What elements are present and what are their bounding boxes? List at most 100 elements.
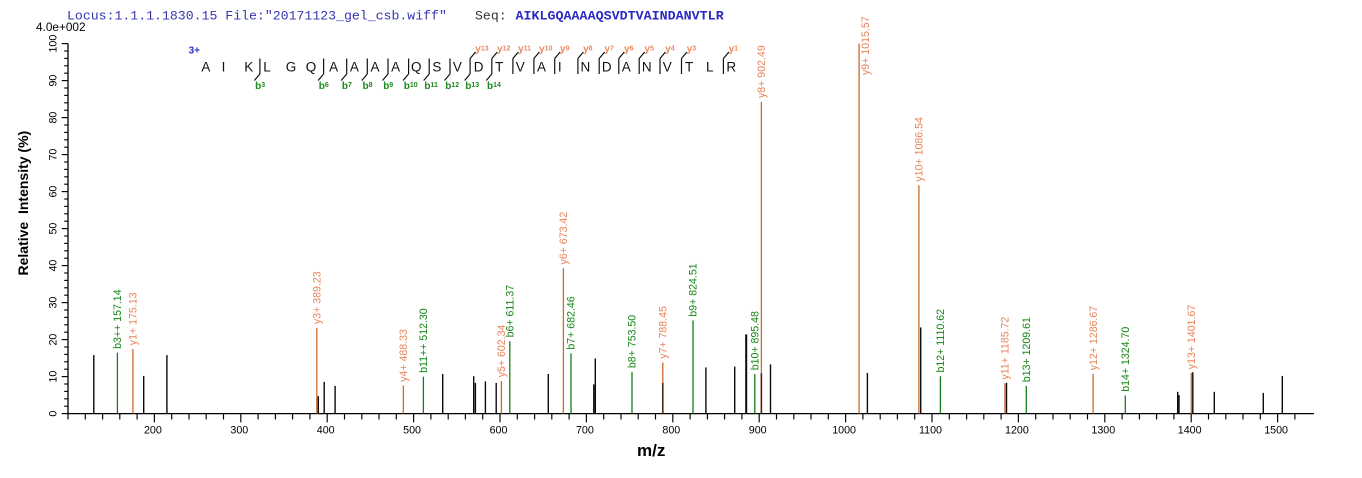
svg-text:500: 500	[403, 424, 421, 436]
svg-text:Locus:1.1.1.1830.15 File:"2017: Locus:1.1.1.1830.15 File:"20171123_gel_c…	[67, 9, 447, 24]
svg-text:Seq:: Seq:	[475, 9, 507, 24]
svg-text:100: 100	[48, 35, 60, 53]
svg-text:V: V	[663, 60, 672, 75]
svg-text:I: I	[558, 60, 562, 75]
svg-text:0: 0	[48, 411, 60, 417]
svg-text:700: 700	[576, 424, 594, 436]
svg-text:b8: b8	[363, 81, 373, 92]
svg-text:V: V	[453, 60, 462, 75]
svg-text:AIKLGQAAAAQSVDTVAINDANVTLR: AIKLGQAAAAQSVDTVAINDANVTLR	[516, 10, 724, 25]
svg-text:1500: 1500	[1264, 424, 1288, 436]
svg-text:I: I	[222, 60, 226, 75]
svg-text:A: A	[622, 60, 631, 75]
svg-text:A: A	[391, 60, 400, 75]
svg-text:b10: b10	[404, 81, 418, 92]
svg-text:1200: 1200	[1005, 424, 1029, 436]
svg-text:A: A	[329, 60, 338, 75]
svg-text:L: L	[706, 60, 714, 75]
svg-text:b10+ 895.48: b10+ 895.48	[750, 311, 762, 370]
svg-text:b6: b6	[319, 81, 329, 92]
svg-text:y6+ 673.42: y6+ 673.42	[558, 212, 570, 265]
svg-text:y7+ 788.45: y7+ 788.45	[658, 306, 670, 359]
svg-text:1000: 1000	[832, 424, 856, 436]
svg-text:y11: y11	[518, 44, 531, 55]
svg-text:800: 800	[662, 424, 680, 436]
svg-text:y6: y6	[624, 44, 634, 55]
svg-text:b3: b3	[255, 81, 265, 92]
svg-text:50: 50	[48, 223, 60, 235]
svg-text:20: 20	[48, 334, 60, 346]
svg-text:y13: y13	[475, 44, 488, 55]
svg-text:4.0e+002: 4.0e+002	[36, 20, 86, 34]
svg-text:b12: b12	[445, 81, 459, 92]
svg-text:y8: y8	[583, 44, 593, 55]
svg-text:b14: b14	[487, 81, 501, 92]
svg-text:y11+ 1185.72: y11+ 1185.72	[1000, 317, 1012, 380]
svg-text:K: K	[244, 60, 253, 75]
svg-text:y9+ 1015.57: y9+ 1015.57	[860, 16, 872, 75]
svg-text:Relative Intensity (%): Relative Intensity (%)	[15, 131, 31, 276]
svg-text:80: 80	[48, 112, 60, 124]
svg-text:N: N	[581, 60, 591, 75]
svg-text:b13: b13	[465, 81, 479, 92]
svg-text:y1: y1	[729, 44, 739, 55]
svg-text:y9: y9	[560, 44, 570, 55]
svg-text:y4+ 488.33: y4+ 488.33	[398, 329, 410, 382]
svg-text:3+: 3+	[189, 46, 201, 57]
svg-text:y12: y12	[497, 44, 510, 55]
svg-text:Q: Q	[306, 60, 317, 75]
svg-text:y7: y7	[604, 44, 614, 55]
svg-text:b12+ 1110.62: b12+ 1110.62	[935, 309, 947, 373]
svg-text:300: 300	[230, 424, 248, 436]
svg-text:Q: Q	[411, 60, 422, 75]
svg-text:y13+ 1401.67: y13+ 1401.67	[1186, 305, 1198, 370]
svg-text:A: A	[370, 60, 379, 75]
svg-text:N: N	[642, 60, 652, 75]
svg-text:T: T	[495, 60, 503, 75]
svg-text:b6+ 611.37: b6+ 611.37	[505, 285, 517, 338]
svg-text:y3+ 389.23: y3+ 389.23	[312, 271, 324, 324]
svg-text:90: 90	[48, 75, 60, 87]
svg-text:b9: b9	[383, 81, 393, 92]
svg-text:D: D	[474, 60, 484, 75]
svg-text:600: 600	[490, 424, 508, 436]
svg-text:400: 400	[317, 424, 335, 436]
svg-text:900: 900	[749, 424, 767, 436]
svg-text:y3: y3	[687, 44, 697, 55]
svg-text:b8+ 753.50: b8+ 753.50	[627, 315, 639, 368]
svg-text:L: L	[263, 60, 271, 75]
svg-text:S: S	[432, 60, 441, 75]
svg-text:y5+ 602.34: y5+ 602.34	[496, 324, 508, 377]
svg-text:y10: y10	[539, 44, 552, 55]
svg-text:1100: 1100	[919, 424, 942, 436]
svg-text:30: 30	[48, 297, 60, 309]
svg-text:b7+ 682.46: b7+ 682.46	[566, 296, 578, 349]
svg-text:T: T	[685, 60, 693, 75]
svg-text:V: V	[516, 60, 525, 75]
svg-text:A: A	[537, 60, 546, 75]
svg-text:b3++ 157.14: b3++ 157.14	[112, 289, 124, 349]
svg-text:y8+ 902.49: y8+ 902.49	[756, 45, 768, 98]
svg-text:y4: y4	[665, 44, 675, 55]
svg-text:G: G	[286, 60, 297, 75]
svg-text:40: 40	[48, 260, 60, 272]
svg-text:60: 60	[48, 186, 60, 198]
svg-text:y1+ 175.13: y1+ 175.13	[128, 292, 140, 345]
svg-text:1300: 1300	[1091, 424, 1115, 436]
svg-text:R: R	[726, 60, 736, 75]
svg-text:70: 70	[48, 149, 60, 161]
svg-text:200: 200	[144, 424, 162, 436]
svg-text:y5: y5	[644, 44, 654, 55]
svg-text:A: A	[201, 60, 210, 75]
svg-text:b7: b7	[342, 81, 352, 92]
svg-text:b9+ 824.51: b9+ 824.51	[688, 263, 700, 316]
svg-text:b13+ 1209.61: b13+ 1209.61	[1021, 317, 1033, 382]
svg-text:A: A	[350, 60, 359, 75]
svg-text:b11: b11	[424, 81, 438, 92]
svg-text:y10+ 1086.54: y10+ 1086.54	[914, 117, 926, 182]
svg-text:y12+ 1286.67: y12+ 1286.67	[1088, 306, 1100, 371]
svg-text:b14+ 1324.70: b14+ 1324.70	[1120, 327, 1132, 392]
svg-text:D: D	[602, 60, 612, 75]
svg-text:m/z: m/z	[637, 441, 665, 460]
svg-text:10: 10	[48, 371, 60, 383]
